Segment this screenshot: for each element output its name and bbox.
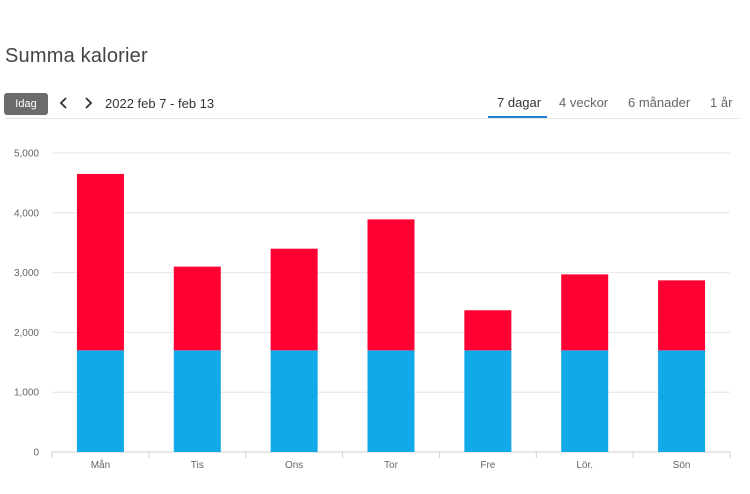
bar-segment-base <box>76 350 124 452</box>
date-toolbar: Idag 2022 feb 7 - feb 13 7 dagar 4 vecko… <box>0 90 740 120</box>
y-tick-label: 2,000 <box>14 328 39 339</box>
tab-4-veckor[interactable]: 4 veckor <box>559 95 609 110</box>
bar-segment-base <box>658 350 706 452</box>
bar-segment-extra <box>76 173 124 351</box>
x-tick-label: Lör. <box>576 460 593 471</box>
active-tab-indicator <box>488 116 547 118</box>
x-tick-label: Ons <box>285 460 303 471</box>
page-title: Summa kalorier <box>5 45 148 67</box>
toolbar-divider <box>5 118 740 119</box>
bar-segment-base <box>367 350 415 452</box>
y-tick-label: 5,000 <box>14 149 39 160</box>
bar-segment-base <box>464 350 512 452</box>
tab-1-ar[interactable]: 1 år <box>710 95 733 110</box>
tab-7-dagar[interactable]: 7 dagar <box>497 95 542 110</box>
bar-segment-base <box>270 350 318 452</box>
bar-segment-extra <box>561 274 609 351</box>
x-tick-label: Sön <box>673 460 691 471</box>
bar-segment-extra <box>270 248 318 351</box>
bar-segment-extra <box>658 280 706 351</box>
tab-6-manader[interactable]: 6 månader <box>628 95 691 110</box>
bar-segment-extra <box>173 266 221 351</box>
chevron-left-icon[interactable] <box>56 94 72 112</box>
x-tick-label: Fre <box>480 460 495 471</box>
y-tick-label: 1,000 <box>14 388 39 399</box>
x-tick-label: Tis <box>191 460 204 471</box>
bar-segment-extra <box>367 219 415 351</box>
x-tick-label: Mån <box>91 459 110 471</box>
y-tick-label: 4,000 <box>14 208 39 219</box>
bar-segment-extra <box>464 310 512 351</box>
bar-segment-base <box>561 350 609 452</box>
date-range-label: 2022 feb 7 - feb 13 <box>105 96 215 111</box>
y-tick-label: 0 <box>33 448 39 459</box>
x-tick-label: Tor <box>384 460 399 471</box>
bar-segment-base <box>173 350 221 452</box>
y-tick-label: 3,000 <box>14 268 39 279</box>
chevron-right-icon[interactable] <box>80 94 96 112</box>
today-button[interactable]: Idag <box>4 93 48 115</box>
